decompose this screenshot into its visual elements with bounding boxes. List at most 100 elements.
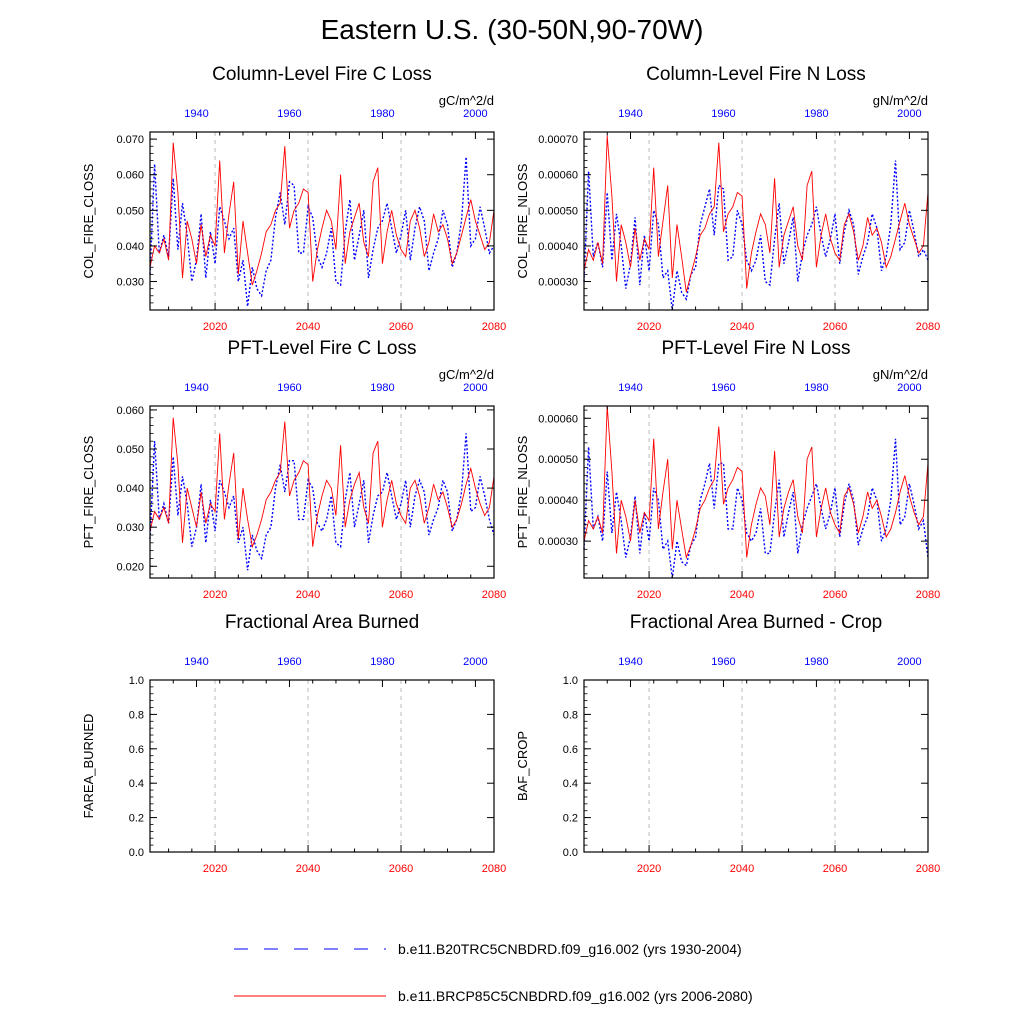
x-tick-label-top: 2000 [463,382,487,394]
x-tick-label-top: 1980 [804,108,828,120]
y-tick-label: 1.0 [129,675,144,687]
y-tick-label: 0.6 [129,744,144,756]
x-tick-label-top: 1980 [804,656,828,668]
series-line-future [149,417,495,549]
x-tick-label-bottom: 2040 [730,863,754,875]
y-axis-label: COL_FIRE_CLOSS [81,163,96,278]
x-tick-label-bottom: 2040 [296,863,320,875]
series-line-historical [583,438,929,579]
x-tick-label-bottom: 2020 [203,321,227,333]
chart-panel-5: Fractional Area Burned - Crop 0.0 0.2 0.4 0.… [515,612,940,875]
units-label: gN/m^2/d [873,93,928,108]
plot-frame [149,131,495,311]
series-line-historical [149,433,495,571]
x-tick-label-bottom: 2060 [389,321,413,333]
chart-panel-2: PFT-Level Fire C Loss gC/m^2/d 0.020 0.030 0… [81,338,506,601]
chart-title: PFT-Level Fire N Loss [662,338,851,359]
x-tick-label-bottom: 2040 [296,589,320,601]
y-tick-label: 0.060 [116,170,144,182]
y-tick-label: 0.00040 [538,495,578,507]
chart-title: Column-Level Fire C Loss [212,64,432,85]
plot-frame [149,679,495,853]
y-tick-label: 0.040 [116,241,144,253]
x-tick-label-top: 1940 [618,108,642,120]
x-tick-label-bottom: 2060 [823,589,847,601]
x-tick-label-top: 1980 [804,382,828,394]
y-tick-label: 0.020 [116,561,144,573]
y-tick-label: 0.00030 [538,277,578,289]
x-tick-label-bottom: 2080 [482,863,506,875]
x-tick-label-top: 1960 [711,382,735,394]
x-tick-label-bottom: 2040 [296,321,320,333]
series-line-future [583,135,929,293]
chart-title: Column-Level Fire N Loss [646,64,866,85]
x-tick-label-top: 1960 [277,382,301,394]
y-tick-label: 0.0 [563,847,578,859]
y-tick-label: 0.4 [563,778,578,790]
x-tick-label-bottom: 2080 [916,863,940,875]
x-tick-label-bottom: 2060 [389,589,413,601]
x-tick-label-top: 2000 [897,108,921,120]
series-line-future [149,142,495,286]
x-tick-label-bottom: 2040 [730,589,754,601]
x-tick-label-bottom: 2020 [637,321,661,333]
chart-panel-0: Column-Level Fire C Loss gC/m^2/d 0.030 0.0… [81,64,506,333]
y-tick-label: 0.030 [116,522,144,534]
y-tick-label: 0.050 [116,205,144,217]
x-tick-label-bottom: 2040 [730,321,754,333]
x-tick-label-bottom: 2020 [637,589,661,601]
plot-frame [149,405,495,579]
x-tick-label-bottom: 2080 [916,321,940,333]
y-tick-label: 0.2 [563,813,578,825]
y-axis-label: BAF_CROP [515,731,530,801]
units-label: gC/m^2/d [439,367,494,382]
legend-label-future: b.e11.BRCP85C5CNBDRD.f09_g16.002 (yrs 20… [398,988,753,1004]
x-tick-label-top: 1940 [618,656,642,668]
y-tick-label: 1.0 [563,675,578,687]
series-line-historical [583,160,929,311]
x-tick-label-top: 1940 [184,108,208,120]
x-tick-label-bottom: 2080 [916,589,940,601]
y-tick-label: 0.00060 [538,413,578,425]
x-tick-label-top: 1960 [277,108,301,120]
x-tick-label-bottom: 2080 [482,589,506,601]
x-tick-label-top: 2000 [463,108,487,120]
chart-panel-3: PFT-Level Fire N Loss gN/m^2/d 0.00030 0.00… [515,338,940,601]
y-tick-label: 0.040 [116,483,144,495]
units-label: gC/m^2/d [439,93,494,108]
x-tick-label-bottom: 2020 [637,863,661,875]
plot-frame [583,131,929,311]
y-tick-label: 0.8 [563,709,578,721]
units-label: gN/m^2/d [873,367,928,382]
y-axis-label: FAREA_BURNED [81,714,96,819]
y-axis-label: PFT_FIRE_NLOSS [515,435,530,548]
y-tick-label: 0.8 [129,709,144,721]
x-tick-label-bottom: 2080 [482,321,506,333]
chart-panel-4: Fractional Area Burned 0.0 0.2 0.4 0.6 0.8 1.0… [81,612,506,875]
plot-frame [583,679,929,853]
y-tick-label: 0.2 [129,813,144,825]
y-tick-label: 0.00060 [538,170,578,182]
x-tick-label-top: 1980 [370,108,394,120]
x-tick-label-top: 2000 [463,656,487,668]
x-tick-label-top: 1960 [277,656,301,668]
y-tick-label: 0.4 [129,778,144,790]
x-tick-label-top: 1940 [184,656,208,668]
x-tick-label-top: 2000 [897,382,921,394]
y-tick-label: 0.00050 [538,205,578,217]
x-tick-label-top: 1940 [618,382,642,394]
chart-title: PFT-Level Fire C Loss [228,338,417,359]
x-tick-label-bottom: 2020 [203,589,227,601]
series-line-historical [149,156,495,307]
x-tick-label-top: 1980 [370,656,394,668]
chart-panel-1: Column-Level Fire N Loss gN/m^2/d 0.00030 0… [515,64,940,333]
y-tick-label: 0.050 [116,444,144,456]
x-tick-label-bottom: 2020 [203,863,227,875]
y-tick-label: 0.060 [116,405,144,417]
y-tick-label: 0.6 [563,744,578,756]
x-tick-label-top: 1940 [184,382,208,394]
x-tick-label-bottom: 2060 [389,863,413,875]
y-tick-label: 0.030 [116,277,144,289]
y-axis-label: COL_FIRE_NLOSS [515,163,530,278]
chart-title: Fractional Area Burned - Crop [630,612,882,633]
